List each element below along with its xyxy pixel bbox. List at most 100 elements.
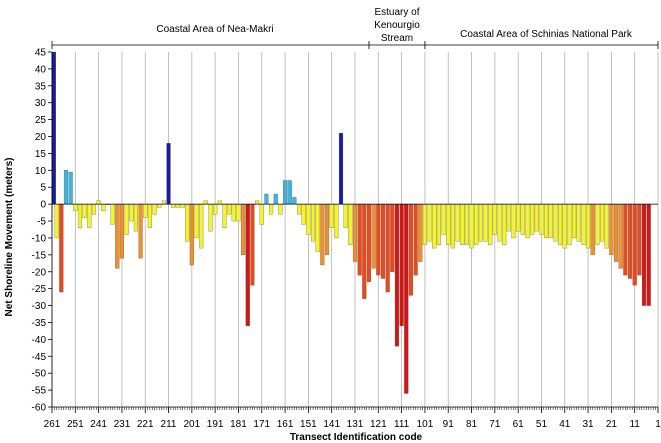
x-tick-label: 111 [394, 419, 410, 430]
x-tick-label: 251 [67, 419, 84, 430]
bar [618, 203, 623, 269]
bar [138, 203, 143, 259]
bar [553, 203, 558, 242]
x-tick-label: 161 [277, 419, 294, 430]
bar [343, 203, 348, 228]
x-axis-title: Transect Identification code [290, 432, 423, 443]
x-tick-label: 231 [114, 419, 131, 430]
region-label-estuary-line-1: Estuary of [374, 7, 419, 18]
bar [54, 203, 59, 239]
bar [124, 203, 129, 235]
bar [143, 203, 148, 218]
bar-series [51, 51, 651, 394]
bar [166, 143, 171, 205]
bar [492, 203, 497, 235]
bar [380, 203, 386, 279]
x-tick-label: 51 [536, 419, 548, 430]
x-tick-label: 191 [207, 419, 224, 430]
bar [390, 203, 395, 272]
bar [576, 203, 581, 242]
bar [157, 203, 162, 208]
bar [152, 203, 157, 215]
y-tick-label: 5 [40, 183, 46, 194]
bar [627, 203, 633, 279]
bar [194, 203, 199, 239]
bar [310, 203, 316, 242]
bar [222, 203, 227, 228]
bar [506, 203, 511, 232]
bar [334, 203, 339, 239]
x-tick-label: 31 [583, 419, 595, 430]
y-tick-label: -60 [32, 403, 47, 414]
bar [208, 203, 213, 232]
bar [595, 203, 600, 245]
bar [413, 203, 418, 276]
region-label-nea-makri: Coastal Area of Nea-Makri [156, 24, 273, 35]
bar [455, 203, 460, 242]
bar [385, 203, 390, 293]
bar [366, 203, 372, 283]
region-label-schinias: Coastal Area of Schinias National Park [460, 29, 633, 40]
bar [497, 203, 502, 242]
bar [352, 203, 358, 262]
bar [259, 203, 264, 225]
bar [567, 203, 572, 245]
y-tick-label: 0 [40, 200, 46, 211]
bar [604, 203, 609, 249]
y-tick-label: 30 [35, 98, 47, 109]
bar [478, 203, 483, 242]
x-tick-label: 181 [230, 419, 247, 430]
bar [623, 203, 628, 276]
region-label-estuary-line-2: Kenourgio [374, 20, 420, 31]
bar [511, 203, 516, 239]
bar [586, 203, 591, 249]
bar [609, 203, 614, 256]
y-tick-label: -40 [32, 335, 47, 346]
y-tick-label: -10 [32, 233, 47, 244]
bar [227, 203, 232, 215]
y-tick-label: -15 [32, 250, 47, 261]
bar [427, 203, 432, 242]
bar [96, 200, 101, 205]
bar [544, 203, 549, 239]
bar [306, 203, 311, 235]
bar [180, 203, 185, 208]
bar [600, 203, 605, 242]
y-tick-label: 40 [35, 64, 47, 75]
bar [408, 203, 413, 296]
y-tick-label: -35 [32, 318, 47, 329]
region-dividers [51, 41, 659, 49]
bar [450, 203, 455, 249]
bar [539, 203, 544, 235]
bar [161, 200, 166, 205]
x-tick-label: 11 [629, 419, 640, 430]
x-tick-label: 91 [443, 419, 455, 430]
x-tick-label: 61 [513, 419, 525, 430]
bar [558, 203, 563, 245]
bar [502, 203, 507, 245]
bar [441, 203, 446, 235]
bar [255, 200, 260, 205]
bar [91, 203, 97, 215]
x-tick-label: 131 [347, 419, 364, 430]
bar [278, 203, 283, 215]
bar [273, 193, 278, 205]
bar [460, 203, 465, 245]
bar [320, 203, 325, 266]
x-tick-label: 41 [559, 419, 571, 430]
bar [269, 203, 274, 215]
region-label-estuary-line-3: Stream [381, 33, 413, 44]
bar [483, 203, 488, 242]
y-tick-label: 15 [35, 149, 47, 160]
bar [175, 203, 180, 208]
x-tick-label: 221 [137, 419, 154, 430]
y-tick-label: -55 [32, 386, 47, 397]
bar [399, 203, 404, 327]
y-tick-label: 10 [35, 166, 47, 177]
y-tick-label: -45 [32, 352, 47, 363]
bar [329, 203, 334, 228]
x-tick-label: 21 [606, 419, 618, 430]
bar [110, 203, 115, 225]
bar [632, 203, 637, 286]
